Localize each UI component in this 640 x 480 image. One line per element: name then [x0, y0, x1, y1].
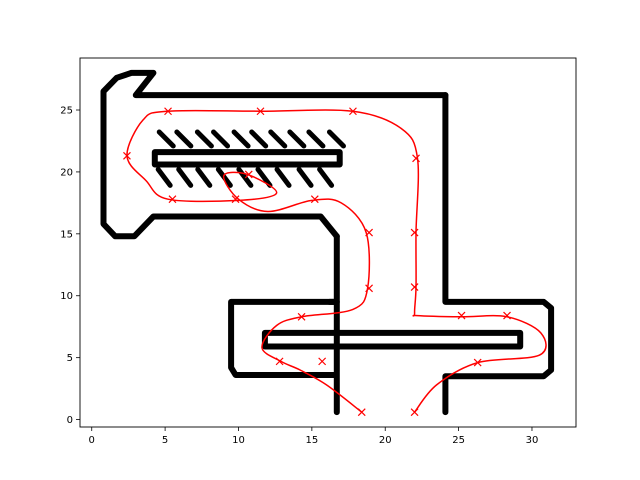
wall-segment-1 — [442, 92, 555, 416]
route-marker — [503, 311, 511, 320]
route-marker — [164, 107, 172, 116]
y-tick-label: 15 — [60, 229, 73, 240]
route-marker — [123, 151, 131, 160]
y-tick-label: 10 — [60, 291, 73, 302]
route-marker — [256, 107, 265, 116]
route-marker — [410, 283, 419, 292]
tooth-lower-0 — [155, 166, 173, 188]
route-marker — [244, 170, 253, 179]
tooth-lower-6 — [274, 166, 292, 188]
wall-segment-5 — [261, 329, 524, 350]
x-tick-label: 15 — [305, 435, 318, 446]
route-marker — [297, 312, 306, 321]
route-marker — [457, 311, 466, 320]
tooth-lower-8 — [317, 166, 335, 188]
tooth-lower-4 — [236, 166, 254, 188]
tooth-upper-6 — [268, 129, 288, 149]
plot-background — [80, 58, 576, 427]
wall-segment-3 — [326, 233, 340, 305]
tooth-lower-1 — [176, 166, 194, 188]
tooth-upper-7 — [287, 129, 307, 149]
x-tick-label: 10 — [232, 435, 245, 446]
axes-layer: 0 5 10 15 20 25 30 0 5 10 15 20 25 — [60, 57, 577, 446]
tooth-upper-1 — [174, 129, 194, 149]
tooth-upper-3 — [211, 129, 231, 149]
teeth-layer — [155, 129, 346, 188]
route-marker — [275, 357, 284, 366]
path-layer — [123, 107, 547, 417]
tooth-lower-5 — [255, 166, 273, 188]
x-tick-label: 20 — [379, 435, 392, 446]
tooth-upper-9 — [326, 129, 346, 149]
route-marker — [365, 284, 374, 293]
route-marker — [473, 358, 482, 367]
route-marker — [410, 228, 419, 237]
x-tick-label: 5 — [162, 435, 168, 446]
tooth-upper-0 — [156, 129, 176, 149]
y-tick-label: 20 — [60, 167, 73, 178]
route-marker — [231, 195, 240, 204]
tooth-upper-5 — [249, 129, 269, 149]
tooth-lower-7 — [296, 166, 314, 188]
tooth-lower-2 — [195, 166, 213, 188]
route-line — [126, 109, 547, 413]
wall-segment-2 — [100, 69, 449, 240]
route-marker — [168, 195, 177, 204]
y-tick-label: 0 — [67, 415, 73, 426]
walls-layer — [100, 69, 555, 416]
x-tick-label: 25 — [452, 435, 465, 446]
wall-segment-4 — [151, 149, 343, 168]
route-marker — [410, 408, 419, 417]
tooth-upper-4 — [231, 129, 251, 149]
route-marker — [365, 228, 374, 237]
route-marker — [310, 195, 319, 204]
tooth-upper-2 — [194, 129, 214, 149]
tooth-upper-8 — [306, 129, 326, 149]
y-tick-label: 5 — [67, 353, 73, 364]
route-marker — [357, 408, 366, 417]
route-marker — [412, 154, 420, 163]
route-marker — [318, 357, 327, 366]
x-tick-label: 30 — [526, 435, 539, 446]
y-tick-label: 25 — [60, 106, 73, 117]
route-marker — [349, 107, 357, 116]
x-tick-label: 0 — [89, 435, 95, 446]
axes-frame — [79, 57, 577, 428]
